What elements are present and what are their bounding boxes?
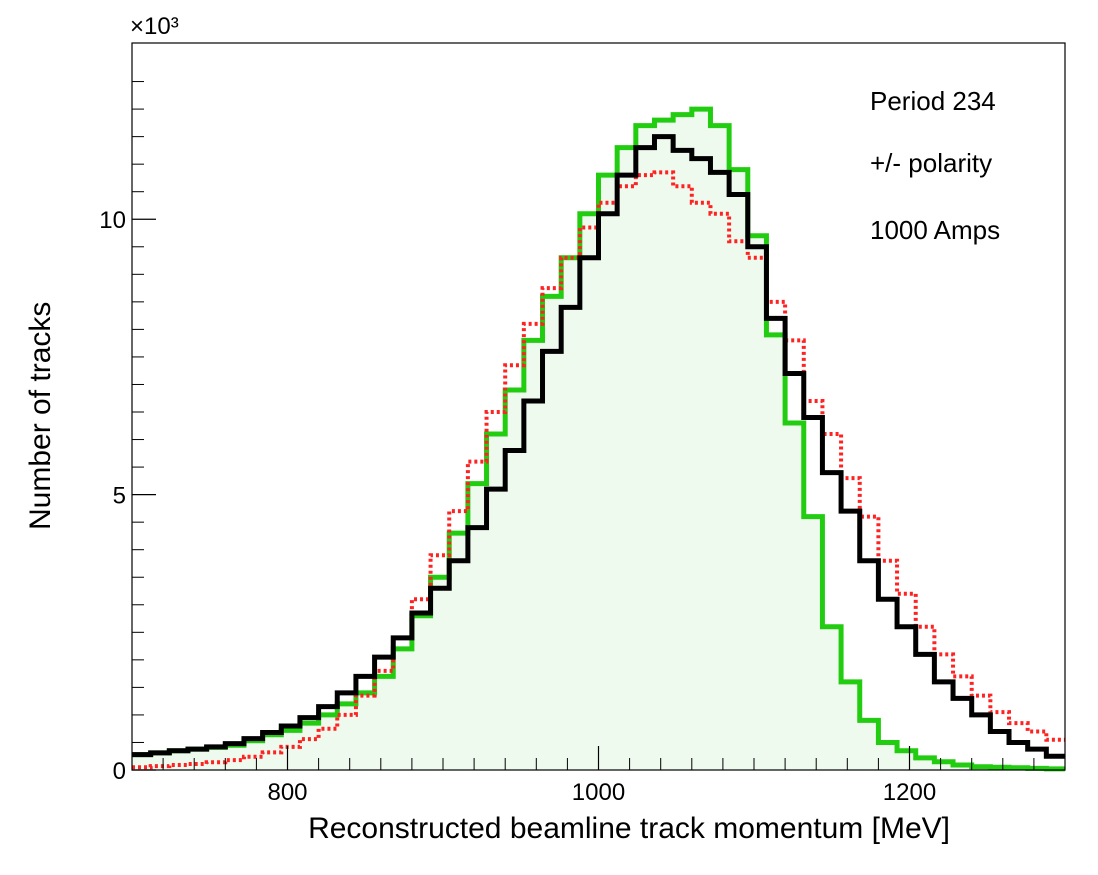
series-2-line	[132, 170, 1065, 770]
annotation-polarity: +/- polarity	[870, 148, 992, 178]
series-0-fill	[132, 109, 1065, 770]
annotation-current: 1000 Amps	[870, 215, 1000, 245]
y-tick-label: 0	[113, 758, 126, 785]
y-axis-title: Number of tracks	[24, 302, 57, 530]
y-tick-label: 10	[99, 207, 126, 234]
y-multiplier-label: ×10³	[130, 13, 179, 40]
series-1-line	[132, 134, 1065, 759]
x-tick-label: 1200	[883, 779, 936, 806]
annotation-period: Period 234	[870, 86, 996, 116]
axis-ticks: 800 1000 1200 0 5 10	[99, 81, 1066, 806]
series-0-line	[132, 106, 1065, 772]
x-tick-label: 1000	[572, 779, 625, 806]
plot-area	[132, 106, 1065, 772]
x-axis-title: Reconstructed beamline track momentum [M…	[308, 812, 950, 845]
x-tick-label: 800	[267, 779, 307, 806]
y-tick-label: 5	[113, 483, 126, 510]
